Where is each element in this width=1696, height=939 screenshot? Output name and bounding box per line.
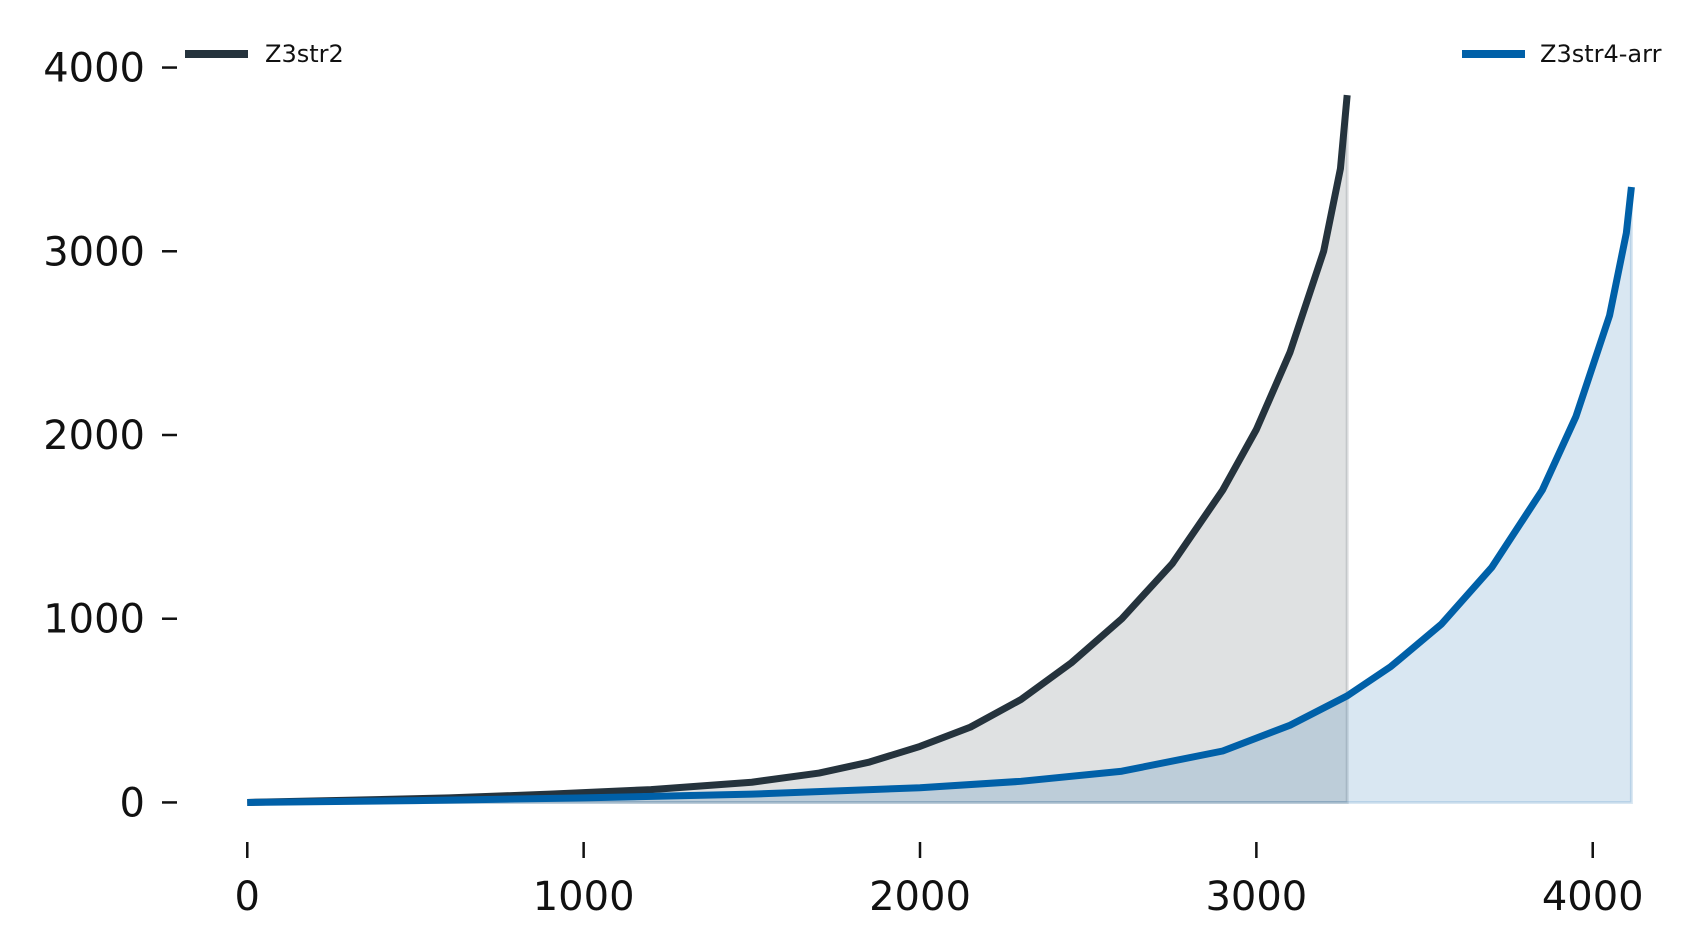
area-fill-z3str2	[247, 94, 1349, 804]
x-axis: 0 1000 2000 3000 4000	[235, 842, 1644, 920]
legend-label: Z3str4-arr	[1540, 40, 1662, 68]
x-tick-label: 1000	[533, 874, 635, 920]
series-line-z3str4-arr	[247, 186, 1635, 806]
x-tick-label: 0	[235, 874, 260, 920]
x-tick-label: 3000	[1205, 874, 1307, 920]
y-axis: 0 1000 2000 3000 4000	[43, 46, 177, 826]
y-tick-label: 4000	[43, 46, 145, 92]
y-tick-label: 2000	[43, 413, 145, 459]
area-fill-z3str4-arr	[247, 186, 1633, 804]
legend: Z3str2 Z3str4-arr	[185, 40, 1662, 68]
series-lines	[247, 94, 1635, 806]
legend-label: Z3str2	[265, 40, 344, 68]
series-line-z3str2	[247, 94, 1351, 806]
y-tick-label: 0	[120, 780, 145, 826]
x-tick-label: 4000	[1542, 874, 1644, 920]
y-tick-label: 1000	[43, 597, 145, 643]
area-fills	[247, 94, 1633, 804]
y-tick-label: 3000	[43, 229, 145, 275]
x-tick-label: 2000	[869, 874, 971, 920]
